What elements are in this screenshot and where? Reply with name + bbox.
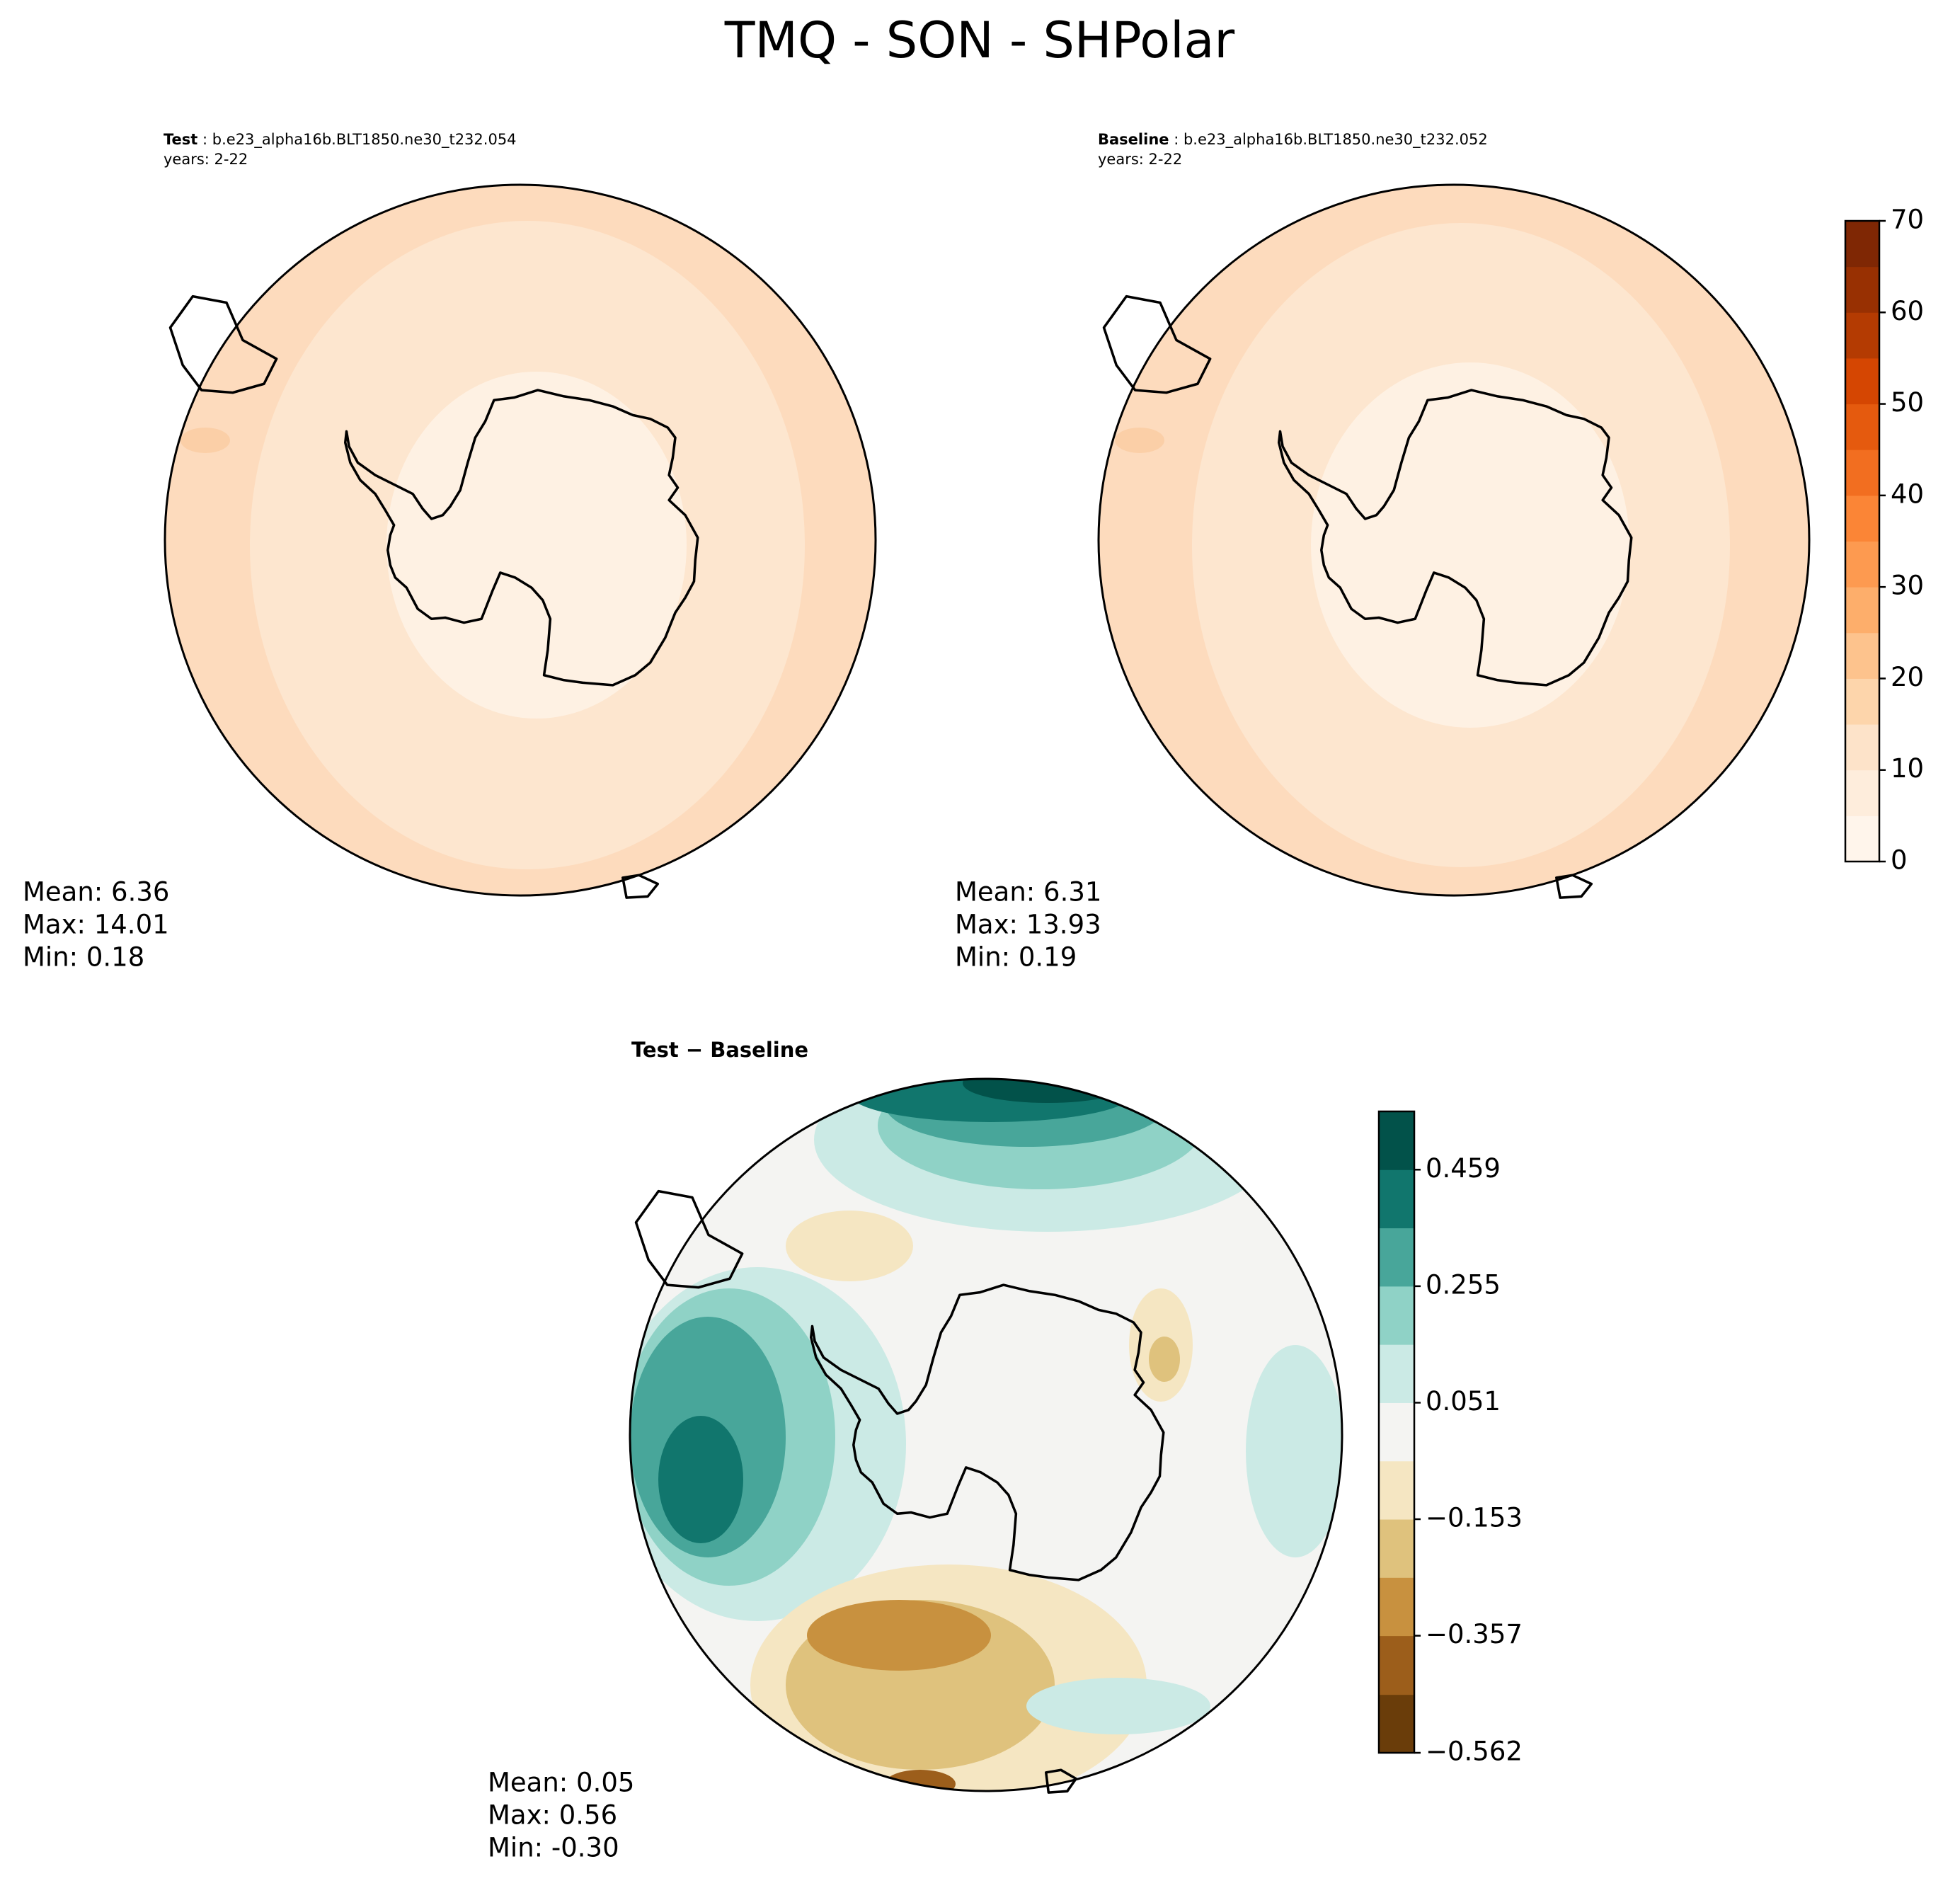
- stat-line: Min: 0.18: [23, 942, 144, 973]
- colorbar-tick-label: 60: [1891, 296, 1924, 326]
- colorbar-band: [1845, 541, 1879, 588]
- coastline: [1102, 294, 1633, 899]
- stat-line: Mean: 6.36: [23, 877, 169, 908]
- colorbar-band: [1845, 266, 1879, 313]
- colorbar-tick-label: −0.562: [1426, 1737, 1523, 1767]
- figure-title: TMQ - SON - SHPolar: [724, 11, 1235, 69]
- colorbar-tick-label: 70: [1891, 205, 1924, 235]
- stat-line: Max: 0.56: [488, 1800, 617, 1831]
- colorbar-band: [1845, 404, 1879, 450]
- colorbar-band: [1379, 1169, 1414, 1229]
- colorbar-tick-label: 10: [1891, 753, 1924, 784]
- stat-line: Min: -0.30: [488, 1833, 619, 1863]
- panel-case: : b.e23_alpha16b.BLT1850.ne30_t232.054: [202, 131, 517, 149]
- colorbar-band: [1379, 1460, 1414, 1520]
- panel-label: Test : b.e23_alpha16b.BLT1850.ne30_t232.…: [164, 131, 517, 149]
- difference-map: [629, 1077, 1343, 1794]
- colorbar-frame: [1844, 219, 1881, 863]
- stat-line: Mean: 0.05: [488, 1768, 634, 1798]
- colorbar-band: [1845, 678, 1879, 725]
- colorbars: 0 10 20 30 40 50 60 70 −0.562 −0.357 −0.153 0.051 0.…: [1377, 205, 1924, 1767]
- colorbar-tick-label: 0.459: [1426, 1153, 1501, 1184]
- colorbar-tick-label: −0.153: [1426, 1503, 1523, 1533]
- colorbar-band: [1379, 1694, 1414, 1753]
- colorbar-tick-label: 30: [1891, 571, 1924, 601]
- colorbar-band: [1379, 1228, 1414, 1287]
- colorbar-frame: [1377, 1110, 1416, 1754]
- panel-case: : b.e23_alpha16b.BLT1850.ne30_t232.052: [1174, 131, 1488, 149]
- colorbar-band: [1845, 312, 1879, 359]
- colorbar-band: [1845, 632, 1879, 679]
- colorbar-tick-label: 20: [1891, 662, 1924, 692]
- colorbar-band: [1379, 1635, 1414, 1695]
- coastline: [634, 1189, 1165, 1794]
- colorbar-band: [1379, 1519, 1414, 1578]
- test-map: [164, 183, 877, 899]
- colorbar-tick-label: 0.255: [1426, 1269, 1501, 1300]
- panel-name: Baseline: [1098, 131, 1169, 148]
- colorbar-band: [1845, 769, 1879, 816]
- colorbar-tick-label: 50: [1891, 387, 1924, 418]
- colorbar-band: [1379, 1577, 1414, 1637]
- stat-line: Mean: 6.31: [955, 877, 1101, 908]
- colorbar-tick-label: 0: [1891, 845, 1908, 876]
- stat-line: Max: 14.01: [23, 910, 169, 940]
- colorbar-band: [1845, 450, 1879, 496]
- coastline: [168, 294, 699, 899]
- colorbar-band: [1379, 1344, 1414, 1403]
- colorbar-band: [1845, 816, 1879, 862]
- colorbar-band: [1845, 495, 1879, 542]
- panel-years: years: 2-22: [164, 151, 248, 168]
- stat-line: Max: 13.93: [955, 910, 1101, 940]
- colorbar-band: [1379, 1402, 1414, 1462]
- panel-name: Test − Baseline: [631, 1038, 808, 1062]
- colorbar-tick-label: −0.357: [1426, 1619, 1523, 1649]
- panel-years: years: 2-22: [1098, 151, 1182, 168]
- colorbar-band: [1379, 1111, 1414, 1170]
- colorbar-tick-label: 0.051: [1426, 1386, 1501, 1417]
- colorbar-band: [1845, 724, 1879, 771]
- baseline-map: [1097, 183, 1811, 899]
- panel-label: Baseline : b.e23_alpha16b.BLT1850.ne30_t…: [1098, 131, 1488, 149]
- colorbar-band: [1379, 1286, 1414, 1345]
- stat-line: Min: 0.19: [955, 942, 1077, 973]
- colorbar-band: [1845, 357, 1879, 405]
- colorbar-band: [1845, 221, 1879, 268]
- colorbar-band: [1845, 587, 1879, 634]
- panel-name: Test: [164, 131, 197, 148]
- colorbar-tick-label: 40: [1891, 479, 1924, 509]
